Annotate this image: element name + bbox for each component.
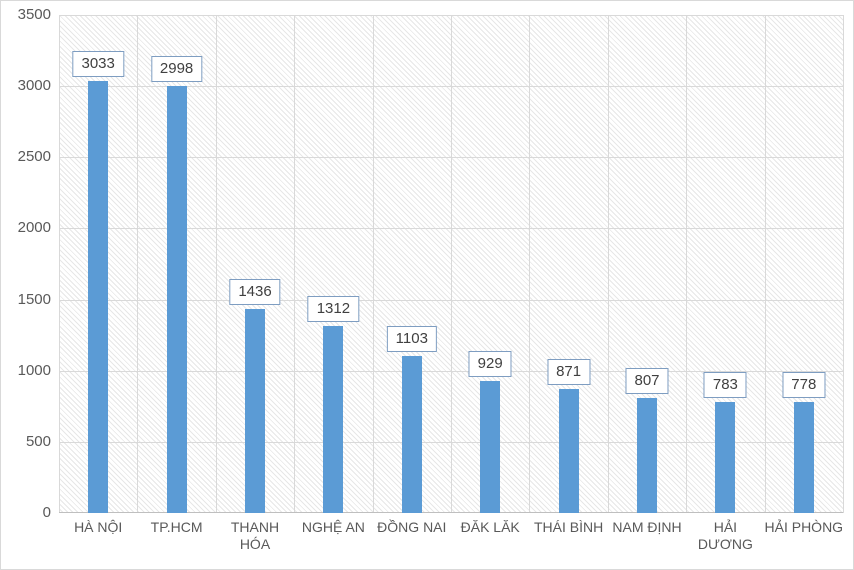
y-axis-tick-label: 3000 bbox=[17, 77, 51, 95]
bar-value-label: 778 bbox=[782, 372, 826, 399]
bar bbox=[323, 326, 344, 513]
x-axis-category-label: THANH HÓA bbox=[230, 519, 280, 552]
y-axis-tick-label: 2500 bbox=[17, 148, 51, 166]
y-axis-tick-label: 2000 bbox=[17, 219, 51, 237]
v-gridline bbox=[529, 15, 531, 513]
x-axis-category-label: NAM ĐỊNH bbox=[612, 519, 682, 535]
v-gridline bbox=[843, 15, 844, 513]
bar-value-label: 1436 bbox=[229, 278, 281, 305]
v-gridline bbox=[137, 15, 139, 513]
v-gridline bbox=[451, 15, 452, 513]
bar-value-label: 929 bbox=[468, 350, 512, 377]
bar-value-label: 807 bbox=[625, 368, 669, 395]
bar-value-label: 871 bbox=[547, 359, 591, 386]
y-axis-tick-label: 500 bbox=[25, 432, 51, 450]
bar bbox=[793, 402, 814, 513]
x-axis-category-label: HÀ NỘI bbox=[74, 519, 123, 535]
y-axis-tick-label: 1500 bbox=[17, 290, 51, 308]
x-axis-category-label: HẢI DƯƠNG bbox=[697, 519, 753, 552]
bar-value-label: 783 bbox=[703, 371, 747, 398]
x-axis-line bbox=[59, 512, 843, 513]
y-axis-tick-label: 3500 bbox=[17, 6, 51, 23]
bar-value-label: 2998 bbox=[150, 56, 203, 83]
bar bbox=[558, 389, 579, 513]
y-axis-tick-label: 1000 bbox=[17, 361, 51, 379]
x-axis-category-label: NGHỆ AN bbox=[301, 519, 365, 535]
bar bbox=[401, 356, 422, 513]
v-gridline bbox=[764, 15, 766, 513]
x-axis-category-label: ĐỒNG NAI bbox=[377, 519, 447, 535]
bar bbox=[637, 398, 657, 513]
y-axis-tick-label: 0 bbox=[42, 504, 51, 521]
bar-value-label: 1312 bbox=[307, 296, 360, 323]
v-gridline bbox=[294, 15, 296, 513]
bar-value-label: 3033 bbox=[72, 51, 124, 78]
bar bbox=[480, 380, 501, 513]
bar bbox=[245, 308, 265, 513]
x-axis-category-label: ĐĂK LĂK bbox=[460, 519, 520, 535]
x-axis-category-label: TP.HCM bbox=[150, 519, 203, 535]
v-gridline bbox=[686, 15, 688, 513]
bar bbox=[166, 86, 187, 513]
v-gridline bbox=[372, 15, 374, 513]
bar bbox=[88, 81, 109, 513]
plot-area bbox=[59, 15, 844, 513]
x-axis-category-label: HẢI PHÒNG bbox=[764, 519, 844, 535]
bar bbox=[715, 401, 736, 513]
v-gridline bbox=[607, 15, 609, 513]
x-axis-category-label: THÁI BÌNH bbox=[533, 519, 604, 535]
v-gridline bbox=[215, 15, 217, 513]
bar-value-label: 1103 bbox=[386, 326, 437, 353]
v-gridline bbox=[59, 15, 60, 513]
